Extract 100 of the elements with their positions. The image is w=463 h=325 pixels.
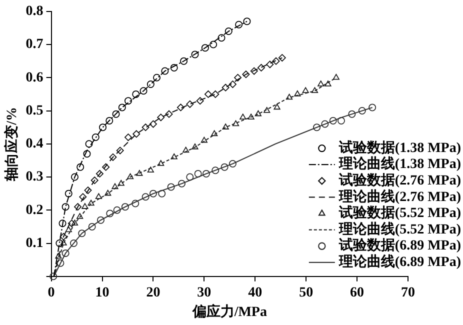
point: [158, 160, 164, 166]
point: [176, 104, 184, 112]
point: [149, 120, 157, 128]
legend-label: 试验数据(2.76 MPa): [338, 172, 462, 189]
point: [158, 190, 166, 198]
point: [55, 252, 62, 259]
point: [313, 124, 321, 132]
point: [235, 20, 243, 28]
point: [118, 104, 126, 112]
point: [170, 153, 178, 160]
point: [153, 74, 161, 82]
point: [224, 28, 232, 36]
point: [116, 146, 124, 154]
point: [170, 64, 178, 72]
point: [96, 216, 104, 224]
point: [82, 203, 88, 209]
point: [358, 107, 366, 115]
point: [74, 203, 82, 211]
point: [126, 173, 134, 180]
point: [204, 90, 212, 98]
point: [329, 116, 337, 124]
point: [104, 190, 112, 196]
point: [109, 153, 117, 161]
point: [232, 120, 240, 126]
point: [210, 40, 218, 48]
point: [240, 114, 246, 120]
legend-label: 试验数据(5.52 MPa): [338, 205, 462, 222]
point: [132, 90, 140, 98]
x-tick-label: 30: [197, 285, 212, 300]
point: [311, 87, 318, 93]
point: [56, 259, 64, 267]
point: [71, 220, 78, 226]
point: [332, 74, 340, 80]
point: [99, 124, 107, 132]
legend-label: 试验数据(6.89 MPa): [338, 238, 462, 254]
point: [88, 222, 96, 230]
x-axis-title: 偏应力/MPa: [191, 303, 267, 320]
point: [149, 190, 157, 198]
point: [286, 94, 293, 100]
y-tick-label: 0.4: [26, 136, 44, 152]
point: [142, 193, 150, 201]
y-tick-label: 0.2: [26, 202, 44, 218]
point: [186, 173, 194, 181]
point: [106, 210, 114, 218]
point: [95, 193, 102, 199]
point: [167, 183, 175, 191]
point: [228, 160, 236, 168]
point: [278, 54, 286, 62]
point: [56, 240, 64, 248]
point: [88, 200, 94, 206]
point: [83, 150, 91, 158]
point: [242, 70, 250, 78]
point: [234, 74, 242, 82]
point: [60, 232, 68, 240]
point: [112, 110, 120, 118]
point: [194, 170, 202, 178]
point: [65, 226, 72, 232]
point: [84, 186, 92, 194]
point: [368, 104, 376, 112]
point: [337, 116, 345, 124]
legend-label: 理论曲线(2.76 MPa): [338, 188, 462, 205]
x-tick-label: 10: [95, 285, 110, 300]
point: [218, 34, 226, 42]
point: [220, 163, 228, 171]
point: [191, 50, 199, 58]
point: [140, 87, 148, 95]
x-tick-label: 0: [48, 285, 55, 300]
point: [68, 220, 76, 228]
point: [212, 166, 220, 174]
point: [201, 44, 209, 52]
point: [318, 80, 324, 86]
point: [112, 183, 118, 190]
point: [222, 84, 230, 92]
point: [186, 100, 194, 108]
point: [124, 97, 132, 105]
x-tick-label: 70: [401, 285, 415, 300]
point: [266, 60, 274, 68]
point: [79, 193, 87, 201]
point: [257, 64, 265, 72]
legend-label: 理论曲线(6.89 MPa): [338, 254, 462, 270]
point: [165, 110, 173, 118]
x-tick-label: 20: [146, 285, 160, 300]
point: [264, 107, 270, 113]
point: [146, 80, 154, 88]
y-tick-label: 0.3: [26, 170, 44, 185]
legend-label: 理论曲线(1.38 MPa): [338, 156, 462, 172]
x-tick-label: 60: [350, 285, 364, 300]
point: [250, 67, 258, 75]
point: [202, 170, 210, 178]
point: [228, 80, 236, 88]
point: [254, 110, 262, 116]
point: [118, 180, 124, 186]
y-tick-label: 0.1: [26, 236, 44, 251]
point: [90, 176, 98, 184]
point: [121, 203, 129, 211]
y-tick-label: 0.6: [26, 70, 44, 86]
point: [70, 240, 78, 248]
point: [58, 220, 66, 228]
point: [321, 120, 329, 128]
point: [192, 143, 198, 150]
